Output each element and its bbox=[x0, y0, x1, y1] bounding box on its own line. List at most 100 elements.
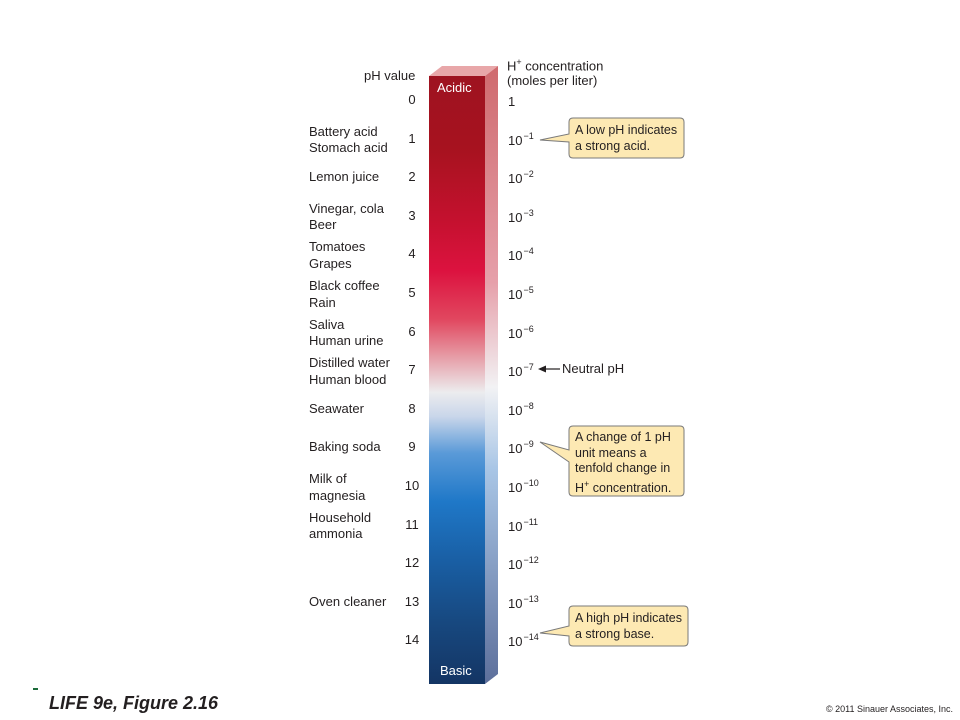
substance-label: Lemon juice bbox=[309, 169, 380, 185]
concentration-exponent: −1 bbox=[523, 130, 534, 141]
ph-number: 1 bbox=[408, 130, 416, 146]
concentration-base: 10 bbox=[508, 248, 523, 264]
concentration-exponent: −13 bbox=[523, 593, 539, 604]
ph-number: 11 bbox=[405, 516, 419, 532]
concentration-exponent: −5 bbox=[523, 285, 534, 295]
concentration-base: 10 bbox=[508, 209, 523, 225]
concentration-base: 10 bbox=[508, 364, 523, 380]
substance-label: Human blood bbox=[309, 371, 387, 387]
ph-number: 0 bbox=[408, 92, 416, 107]
concentration-base: 10 bbox=[508, 441, 523, 457]
basic-label: Basic bbox=[440, 663, 472, 678]
concentration-exponent: −14 bbox=[523, 632, 539, 643]
h-concentration: 10−1 bbox=[508, 130, 534, 150]
callout-change-line-4-h: H bbox=[575, 480, 585, 495]
substance-label: Black coffee bbox=[309, 278, 380, 293]
conc-header-h: H bbox=[507, 58, 517, 74]
substance-label: Household bbox=[309, 509, 372, 525]
concentration-base: 10 bbox=[508, 557, 523, 573]
bar-front-face bbox=[429, 76, 485, 684]
bar-side-face bbox=[485, 66, 498, 684]
substance-label: Distilled water bbox=[309, 355, 390, 371]
callout-change-line-1: A change of 1 pH bbox=[575, 430, 671, 444]
h-concentration: 10−3 bbox=[508, 207, 534, 227]
bar-top-face bbox=[429, 66, 498, 76]
figure-title: LIFE 9e, Figure 2.16 bbox=[49, 693, 219, 713]
ph-number: 6 bbox=[408, 323, 416, 339]
neutral-ph-label: Neutral pH bbox=[562, 361, 625, 376]
concentration-base: 10 bbox=[508, 518, 523, 534]
h-concentration: 10−12 bbox=[508, 555, 539, 574]
h-concentration: 10−2 bbox=[508, 169, 534, 188]
substance-label: Baking soda bbox=[309, 439, 381, 455]
substance-label: Oven cleaner bbox=[309, 593, 387, 609]
concentration-exponent: −9 bbox=[523, 439, 534, 450]
conc-header-plus: + bbox=[516, 57, 522, 67]
concentration-base: 10 bbox=[508, 480, 523, 495]
substance-label: ammonia bbox=[309, 526, 363, 542]
substance-label: Saliva bbox=[309, 316, 345, 332]
callout-change-line-4-rest: concentration. bbox=[589, 480, 672, 495]
callout-high-ph-box bbox=[539, 605, 689, 647]
substance-label: Human urine bbox=[309, 333, 384, 349]
concentration-base: 10 bbox=[508, 634, 523, 650]
callout-low-line-1: A low pH indicates bbox=[575, 123, 678, 137]
substance-label: Battery acid bbox=[309, 123, 378, 139]
concentration-base: 10 bbox=[508, 132, 523, 148]
substance-label: Rain bbox=[309, 294, 336, 310]
callout-low-ph-box bbox=[539, 117, 685, 159]
ph-number: 2 bbox=[408, 169, 416, 185]
callout-tenfold-text: A change of 1 pH unit means a tenfold ch… bbox=[575, 430, 671, 496]
concentration-base: 10 bbox=[508, 325, 523, 341]
ph-number: 3 bbox=[408, 207, 416, 223]
substance-label: Tomatoes bbox=[309, 239, 366, 255]
callout-change-line-2: unit means a bbox=[575, 445, 647, 460]
callout-high-ph-text: A high pH indicates a strong base. bbox=[575, 611, 682, 642]
substance-label: Beer bbox=[309, 217, 337, 233]
concentration-base: 10 bbox=[508, 287, 523, 302]
concentration-exponent: −12 bbox=[523, 555, 539, 566]
callout-low-line-2: a strong acid. bbox=[575, 138, 651, 153]
concentration-exponent: −3 bbox=[523, 207, 534, 218]
ph-number: 5 bbox=[408, 285, 416, 300]
h-concentration: 10−8 bbox=[508, 401, 534, 420]
h-concentration: 10−5 bbox=[508, 285, 534, 304]
acidic-label: Acidic bbox=[437, 80, 472, 95]
callout-low-ph-text: A low pH indicates a strong acid. bbox=[575, 123, 677, 154]
copyright-notice: © 2011 Sinauer Associates, Inc. bbox=[826, 704, 954, 714]
concentration-exponent: −4 bbox=[523, 246, 534, 257]
substance-label: Milk of bbox=[309, 471, 347, 486]
h-concentration: 10−11 bbox=[508, 517, 538, 536]
ph-number: 12 bbox=[404, 555, 420, 571]
concentration-base: 10 bbox=[508, 171, 523, 187]
conc-header-units: (moles per liter) bbox=[507, 73, 598, 89]
concentration-exponent: −10 bbox=[523, 478, 539, 488]
callout-change-plus: + bbox=[584, 478, 590, 489]
concentration-exponent: −7 bbox=[523, 362, 534, 373]
concentration-exponent: −2 bbox=[523, 169, 534, 180]
concentration-base: 1 bbox=[508, 94, 516, 109]
concentration-header: H+ concentration (moles per liter) bbox=[507, 55, 603, 88]
ph-number: 13 bbox=[404, 593, 420, 609]
callout-change-line-3: tenfold change in bbox=[575, 461, 671, 475]
h-concentration: 10−10 bbox=[508, 478, 539, 497]
h-concentration: 10−7 bbox=[508, 362, 534, 381]
ph-value-header: pH value bbox=[364, 68, 416, 83]
substance-label: magnesia bbox=[309, 487, 366, 503]
callout-high-line-2: a strong base. bbox=[575, 626, 655, 641]
footer-mark bbox=[33, 688, 38, 690]
ph-number: 14 bbox=[404, 632, 420, 648]
h-concentration: 10−9 bbox=[508, 439, 534, 458]
ph-number: 4 bbox=[408, 246, 416, 262]
ph-number: 9 bbox=[408, 439, 416, 455]
ph-number: 7 bbox=[408, 362, 416, 378]
callout-tenfold-box bbox=[539, 425, 685, 497]
ph-number: 8 bbox=[408, 400, 416, 416]
ph-number: 10 bbox=[404, 478, 420, 493]
substance-label: Vinegar, cola bbox=[309, 200, 384, 216]
concentration-base: 10 bbox=[508, 595, 523, 611]
h-concentration: 1 bbox=[508, 94, 515, 109]
